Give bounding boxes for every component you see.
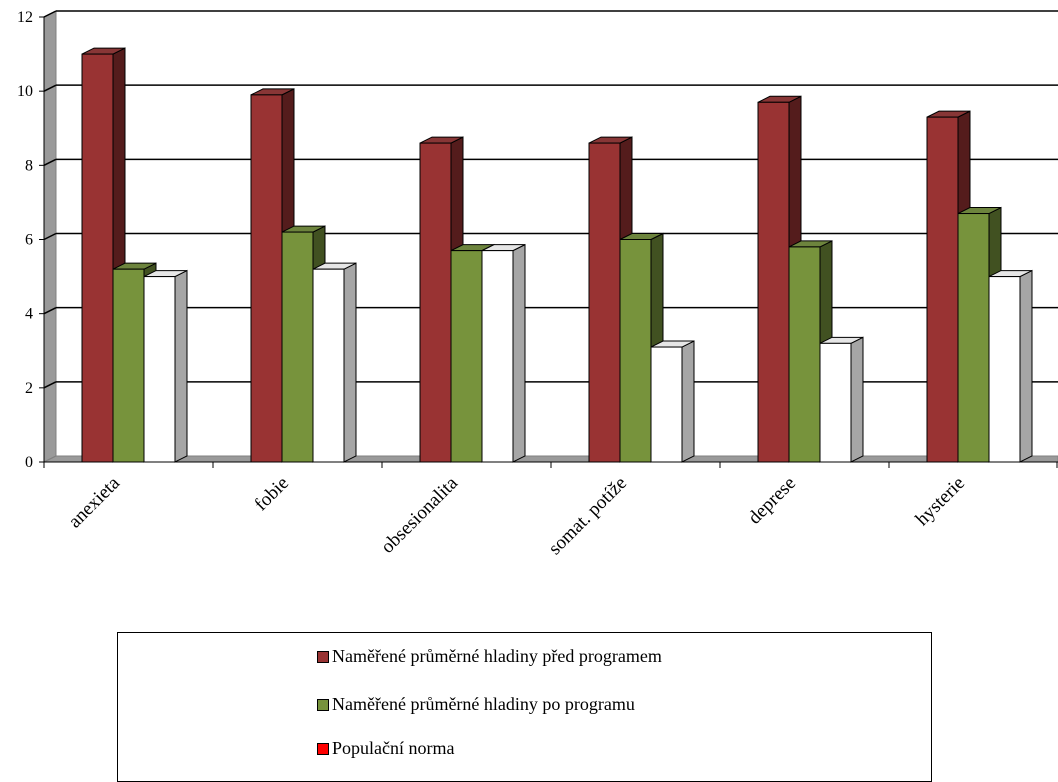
legend-item-after: Naměřené průměrné hladiny po programu <box>317 694 635 715</box>
legend-item-norm: Populační norma <box>317 738 454 759</box>
y-tick-label: 0 <box>25 454 33 471</box>
bar <box>620 240 651 463</box>
x-category-label: fobie <box>251 473 293 515</box>
x-category-label: somat. potíže <box>545 473 631 559</box>
y-tick-label: 6 <box>25 232 33 249</box>
legend-item-before: Naměřené průměrné hladiny před programem <box>317 646 662 667</box>
floor <box>44 456 1058 462</box>
legend-label-before: Naměřené průměrné hladiny před programem <box>332 646 662 667</box>
legend-label-after: Naměřené průměrné hladiny po programu <box>332 694 635 715</box>
x-category-label: hysterie <box>912 473 969 530</box>
bar <box>789 247 820 462</box>
bar-side <box>1020 271 1032 462</box>
bar <box>113 269 144 462</box>
bar-side <box>682 341 694 462</box>
bar-side <box>851 337 863 462</box>
bar <box>958 214 989 462</box>
legend: Naměřené průměrné hladiny před programem… <box>117 632 932 782</box>
legend-label-norm: Populační norma <box>332 738 454 759</box>
x-category-label: anexieta <box>64 472 124 532</box>
bar <box>251 95 282 462</box>
bar <box>589 143 620 462</box>
bar-chart: 0 2 4 6 8 10 12 anexieta fobie obsesionalita soma… <box>0 0 1058 630</box>
bar <box>82 54 113 462</box>
bar-side <box>513 245 525 462</box>
bar <box>144 277 175 462</box>
chart-walls <box>44 11 1058 462</box>
bar-side <box>175 271 187 462</box>
bar <box>989 277 1020 462</box>
bar <box>927 117 958 462</box>
legend-swatch-norm <box>317 743 329 755</box>
bar <box>313 269 344 462</box>
bar-side <box>344 263 356 462</box>
x-category-label: obsesionalita <box>377 472 462 557</box>
bar <box>282 232 313 462</box>
bar <box>451 251 482 462</box>
bar <box>758 102 789 462</box>
x-axis: anexieta fobie obsesionalita somat. potíže d… <box>44 462 1058 559</box>
bar <box>820 343 851 462</box>
y-tick-label: 10 <box>17 83 33 100</box>
y-tick-label: 4 <box>25 306 33 323</box>
bar <box>651 347 682 462</box>
y-tick-label: 12 <box>17 9 33 26</box>
bar <box>420 143 451 462</box>
x-category-label: deprese <box>744 473 800 529</box>
y-tick-label: 2 <box>25 380 33 397</box>
legend-swatch-after <box>317 699 329 711</box>
y-tick-label: 8 <box>25 157 33 174</box>
y-axis: 0 2 4 6 8 10 12 <box>17 9 44 471</box>
bar <box>482 251 513 462</box>
legend-swatch-before <box>317 651 329 663</box>
